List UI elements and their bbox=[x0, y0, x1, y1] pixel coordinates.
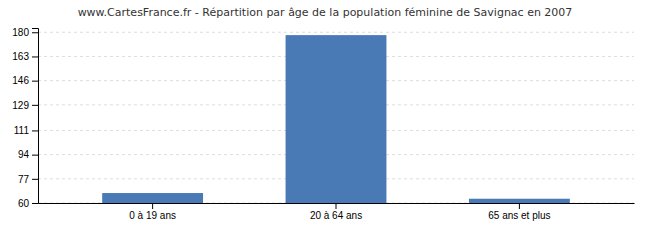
tick-mark bbox=[519, 203, 520, 209]
tick-label: 111 bbox=[14, 125, 30, 136]
tick-label: 180 bbox=[12, 27, 29, 38]
tick: 180 bbox=[12, 27, 38, 38]
title: www.CartesFrance.fr - Répartition par âg… bbox=[78, 6, 573, 19]
tick-mark bbox=[32, 155, 38, 156]
tick-mark bbox=[32, 56, 38, 57]
tick: 77 bbox=[18, 174, 38, 185]
tick-label: 163 bbox=[12, 51, 29, 62]
tick-mark bbox=[32, 203, 38, 204]
bar bbox=[102, 193, 203, 203]
tick: 60 bbox=[18, 198, 38, 209]
tick: 111 bbox=[14, 125, 38, 136]
tick-label: 60 bbox=[18, 198, 30, 209]
bar bbox=[286, 35, 387, 203]
axis-line bbox=[32, 29, 39, 204]
tick: 94 bbox=[18, 149, 38, 160]
grid-line bbox=[38, 32, 634, 33]
tick-label: 129 bbox=[12, 100, 29, 111]
chart: www.CartesFrance.fr - Répartition par âg… bbox=[0, 0, 650, 229]
grid bbox=[38, 32, 634, 203]
tick: 163 bbox=[12, 51, 38, 62]
tick-mark bbox=[32, 32, 38, 33]
bars bbox=[102, 35, 570, 203]
tick-label: 20 à 64 ans bbox=[310, 210, 362, 221]
tick-mark bbox=[32, 179, 38, 180]
tick: 129 bbox=[12, 100, 38, 111]
y-axis: 60 77 94 111 129 146 163 180 bbox=[12, 27, 38, 209]
x-axis: 0 à 19 ans 20 à 64 ans 65 ans et plus bbox=[39, 203, 635, 221]
bar bbox=[469, 199, 570, 203]
tick: 20 à 64 ans bbox=[310, 203, 362, 221]
plot: 60 77 94 111 129 146 163 180 0 à 19 ans 20 à 64 a… bbox=[12, 27, 634, 221]
tick-mark bbox=[32, 130, 38, 131]
tick: 0 à 19 ans bbox=[129, 203, 176, 221]
tick-label: 65 ans et plus bbox=[488, 210, 550, 221]
tick-mark bbox=[336, 203, 337, 209]
tick-mark bbox=[32, 105, 38, 106]
tick: 65 ans et plus bbox=[488, 203, 550, 221]
tick-label: 0 à 19 ans bbox=[129, 210, 176, 221]
tick-label: 146 bbox=[12, 75, 29, 86]
tick-mark bbox=[152, 203, 153, 209]
tick-label: 94 bbox=[18, 149, 30, 160]
tick: 146 bbox=[12, 75, 38, 86]
tick-mark bbox=[32, 81, 38, 82]
tick-label: 77 bbox=[18, 174, 30, 185]
